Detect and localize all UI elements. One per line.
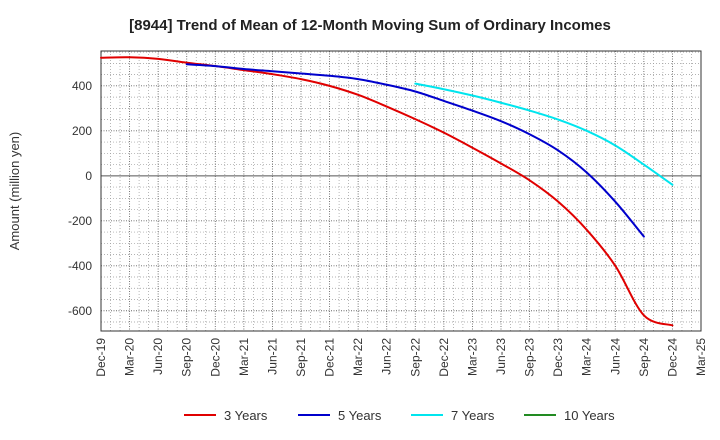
legend-item-5-years: 5 Years (298, 408, 382, 423)
x-tick-label: Dec-21 (323, 338, 337, 377)
data-point-7-years (586, 130, 588, 132)
x-tick-label: Sep-23 (523, 338, 537, 377)
data-point-3-years (300, 78, 302, 80)
legend-label-10-years: 10 Years (564, 408, 615, 423)
data-point-7-years (557, 119, 559, 121)
plot-area: -600 -400 -200 0 200 400 Dec-19 Mar-20 Jun-20 Sep… (68, 50, 708, 377)
x-tick-label: Dec-19 (94, 338, 108, 377)
data-point-5-years (643, 236, 645, 238)
x-tick-label: Dec-20 (208, 338, 222, 377)
data-point-7-years (472, 95, 474, 97)
data-point-5-years (386, 84, 388, 86)
data-point-5-years (414, 91, 416, 93)
data-point-5-years (443, 100, 445, 102)
y-axis-label: Amount (million yen) (7, 132, 22, 251)
data-point-3-years (272, 73, 274, 75)
data-point-3-years (529, 180, 531, 182)
data-point-3-years (586, 229, 588, 231)
plot-frame (100, 50, 702, 332)
data-point-5-years (300, 73, 302, 75)
y-tick-label: 400 (72, 79, 92, 93)
minor-gridlines (101, 51, 701, 331)
y-tick-label: -600 (68, 304, 92, 318)
x-tick-label: Jun-22 (380, 338, 394, 375)
x-tick-label: Dec-24 (665, 338, 679, 377)
data-point-5-years (214, 65, 216, 67)
chart-title: [8944] Trend of Mean of 12-Month Moving … (129, 17, 611, 34)
data-point-5-years (614, 201, 616, 203)
data-point-7-years (443, 88, 445, 90)
x-tick-label: Sep-21 (294, 338, 308, 377)
data-point-7-years (529, 110, 531, 112)
y-tick-label: 200 (72, 124, 92, 138)
x-tick-label: Jun-21 (265, 338, 279, 375)
x-tick-label: Jun-23 (494, 338, 508, 375)
data-point-5-years (472, 110, 474, 112)
x-tick-label: Sep-20 (180, 338, 194, 377)
plot-background (101, 51, 701, 331)
legend-label-5-years: 5 Years (338, 408, 382, 423)
x-tick-label: Sep-22 (408, 338, 422, 377)
data-point-3-years (157, 58, 159, 60)
data-point-5-years (329, 75, 331, 77)
data-point-5-years (186, 63, 188, 65)
legend-label-7-years: 7 Years (451, 408, 495, 423)
data-point-7-years (614, 145, 616, 147)
data-point-5-years (500, 120, 502, 122)
x-tick-label: Sep-24 (637, 338, 651, 377)
data-point-7-years (643, 164, 645, 166)
data-point-3-years (414, 118, 416, 120)
data-point-7-years (414, 83, 416, 85)
data-point-3-years (100, 57, 102, 59)
legend-item-3-years: 3 Years (184, 408, 268, 423)
y-tick-label: -200 (68, 214, 92, 228)
data-point-3-years (472, 147, 474, 149)
data-point-3-years (357, 94, 359, 96)
data-point-3-years (614, 265, 616, 267)
data-point-3-years (643, 314, 645, 316)
data-point-3-years (672, 325, 674, 327)
data-point-5-years (243, 68, 245, 70)
data-point-3-years (557, 201, 559, 203)
data-point-3-years (329, 85, 331, 87)
major-gridlines (100, 51, 702, 331)
series-line-5-years (185, 63, 645, 238)
x-tick-label: Dec-22 (437, 338, 451, 377)
data-point-3-years (443, 132, 445, 134)
x-tick-label: Mar-20 (123, 338, 137, 376)
data-point-5-years (357, 78, 359, 80)
data-point-7-years (672, 184, 674, 186)
data-point-5-years (586, 172, 588, 174)
legend: 3 Years 5 Years 7 Years 10 Years (184, 408, 615, 423)
data-point-7-years (500, 102, 502, 104)
series-line-7-years (414, 82, 674, 186)
data-point-3-years (386, 106, 388, 108)
legend-label-3-years: 3 Years (224, 408, 268, 423)
data-point-3-years (500, 163, 502, 165)
legend-item-10-years: 10 Years (524, 408, 615, 423)
legend-item-7-years: 7 Years (411, 408, 495, 423)
data-point-5-years (272, 70, 274, 72)
x-tick-label: Jun-24 (608, 338, 622, 375)
y-tick-label: 0 (85, 169, 92, 183)
x-tick-label: Mar-21 (237, 338, 251, 376)
data-point-3-years (129, 57, 131, 59)
x-tick-label: Mar-25 (694, 338, 708, 376)
x-tick-label: Mar-24 (580, 338, 594, 376)
data-point-5-years (529, 133, 531, 135)
series-line-3-years (100, 56, 674, 327)
y-tick-label: -400 (68, 259, 92, 273)
x-tick-label: Mar-23 (465, 338, 479, 376)
x-tick-label: Mar-22 (351, 338, 365, 376)
data-point-5-years (557, 150, 559, 152)
x-tick-label: Jun-20 (151, 338, 165, 375)
data-point-3-years (186, 62, 188, 64)
x-tick-label: Dec-23 (551, 338, 565, 377)
